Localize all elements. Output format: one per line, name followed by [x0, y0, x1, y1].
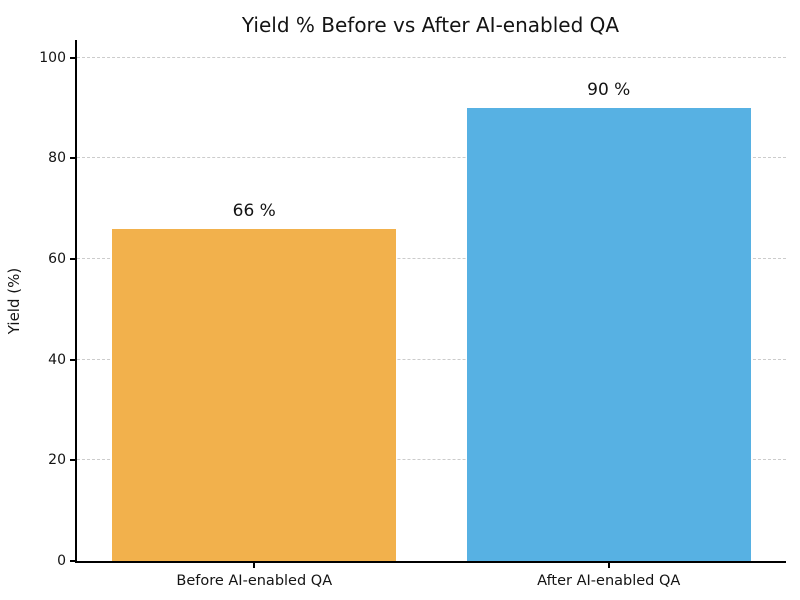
plot-area: 0 20 40 60 80 100 66 % Before AI-enabled QA 90 %… — [39, 40, 786, 589]
y-tick-mark — [70, 157, 75, 160]
x-tick-mark — [253, 563, 256, 568]
y-tick-label: 40 — [48, 351, 66, 368]
y-axis-label: Yield (%) — [5, 267, 23, 335]
y-tick-label: 100 — [39, 49, 66, 66]
bar-value-label: 66 % — [232, 200, 276, 221]
y-tick-label: 80 — [48, 150, 66, 167]
y-tick-label: 20 — [48, 452, 66, 469]
y-tick-mark — [70, 358, 75, 361]
gridline — [77, 157, 786, 159]
bar — [112, 228, 397, 561]
y-tick-mark — [70, 56, 75, 59]
gridline — [77, 459, 786, 461]
bar-value-label: 90 % — [587, 79, 631, 100]
x-tick-label: After AI-enabled QA — [537, 573, 681, 589]
chart-title: Yield % Before vs After AI-enabled QA — [241, 13, 620, 37]
x-tick-label: Before AI-enabled QA — [176, 573, 333, 589]
gridline — [77, 56, 786, 58]
bar — [466, 107, 751, 561]
x-tick-mark — [607, 563, 610, 568]
y-tick-label: 60 — [48, 250, 66, 267]
y-tick-mark — [70, 459, 75, 462]
gridline — [77, 358, 786, 360]
y-tick-mark — [70, 257, 75, 260]
y-tick-label: 0 — [57, 553, 66, 569]
y-tick-mark — [70, 560, 75, 562]
gridline — [77, 257, 786, 259]
